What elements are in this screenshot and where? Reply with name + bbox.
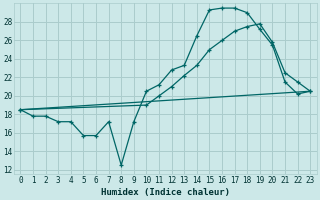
X-axis label: Humidex (Indice chaleur): Humidex (Indice chaleur) xyxy=(101,188,230,197)
